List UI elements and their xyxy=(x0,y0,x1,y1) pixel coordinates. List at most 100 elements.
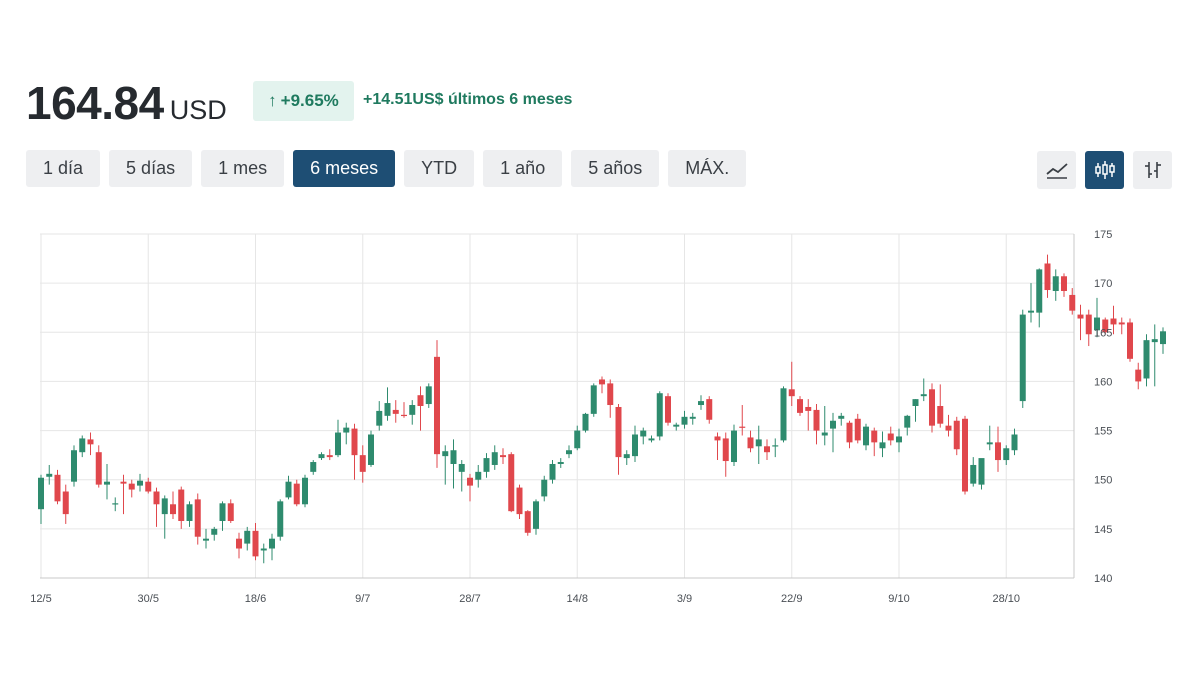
candle-body xyxy=(128,483,135,490)
candle-body xyxy=(1094,317,1100,331)
candle-body xyxy=(1143,340,1150,379)
candle-body xyxy=(145,481,152,492)
y-tick-label: 145 xyxy=(1094,524,1112,536)
candlestick-button[interactable] xyxy=(1085,151,1124,189)
candle-body xyxy=(896,436,902,443)
candle-body xyxy=(574,430,581,449)
candle-body xyxy=(656,393,663,437)
candle-body xyxy=(995,442,1001,461)
range-button-0[interactable]: 1 día xyxy=(26,150,101,187)
candle-body xyxy=(1110,318,1117,325)
x-tick-label: 12/5 xyxy=(30,593,51,605)
candle-body xyxy=(879,442,886,449)
range-button-3[interactable]: 6 meses xyxy=(293,150,396,187)
candle-body xyxy=(780,388,787,441)
candle-body xyxy=(79,438,86,453)
candle-body xyxy=(475,471,482,480)
candle-body xyxy=(442,451,449,457)
candle-body xyxy=(838,415,845,419)
candle-body xyxy=(260,548,267,551)
candle-body xyxy=(500,455,506,458)
range-button-2[interactable]: 1 mes xyxy=(201,150,285,187)
candle-body xyxy=(706,399,713,420)
candle-body xyxy=(458,463,465,472)
candle-body xyxy=(714,436,721,441)
candle-body xyxy=(549,463,556,480)
candle-body xyxy=(772,445,779,447)
candle-body xyxy=(541,479,548,497)
y-tick-label: 170 xyxy=(1094,278,1112,290)
x-tick-label: 18/6 xyxy=(245,593,266,605)
candle-body xyxy=(1102,319,1109,333)
candle-body xyxy=(285,481,292,498)
candle-body xyxy=(582,413,589,431)
x-tick-label: 28/7 xyxy=(459,593,480,605)
candle-body xyxy=(244,530,251,544)
arrow-up-icon: ↑ xyxy=(268,91,277,110)
candle-body xyxy=(62,491,69,515)
candle-body xyxy=(970,464,977,484)
y-tick-label: 155 xyxy=(1094,426,1112,438)
candle-body xyxy=(797,399,803,413)
candle-body xyxy=(104,481,110,485)
candle-body xyxy=(467,477,473,486)
current-price: 164.84 xyxy=(26,77,164,129)
candle-body xyxy=(937,406,944,424)
y-tick-label: 175 xyxy=(1094,229,1112,241)
x-tick-label: 3/9 xyxy=(677,593,692,605)
candle-body xyxy=(764,446,770,453)
candle-body xyxy=(161,498,168,515)
candle-body xyxy=(524,511,531,533)
candle-body xyxy=(788,389,795,397)
candle-body xyxy=(1135,369,1142,382)
range-selector: 1 día 5 días 1 mes 6 meses YTD 1 año 5 años MÁX… xyxy=(26,150,747,187)
x-tick-label: 9/10 xyxy=(888,593,909,605)
candle-body xyxy=(986,442,993,445)
candle-body xyxy=(219,503,226,521)
candle-body xyxy=(211,528,218,535)
candle-body xyxy=(194,499,201,537)
range-button-5[interactable]: 1 año xyxy=(483,150,563,187)
y-tick-label: 150 xyxy=(1094,475,1112,487)
candle-body xyxy=(178,489,185,521)
candle-body xyxy=(1011,434,1018,451)
x-tick-label: 22/9 xyxy=(781,593,802,605)
candle-body xyxy=(38,477,44,510)
candle-body xyxy=(483,458,490,472)
range-button-6[interactable]: 5 años xyxy=(571,150,660,187)
candle-body xyxy=(335,432,341,456)
candle-body xyxy=(912,399,919,406)
candle-body xyxy=(54,474,61,502)
ohlc-bars-button[interactable] xyxy=(1133,151,1172,189)
candlestick-chart[interactable]: 175 170 165 160 155 150 145 140 12/5 30/5 18/6 9/7… xyxy=(0,225,1200,615)
candle-body xyxy=(978,458,985,485)
candle-body xyxy=(755,439,762,447)
candle-body xyxy=(813,409,820,431)
y-axis-labels: 175 170 165 160 155 150 145 140 xyxy=(1094,229,1112,585)
candle-body xyxy=(326,455,333,458)
candle-body xyxy=(607,383,614,406)
range-button-7[interactable]: MÁX. xyxy=(668,150,747,187)
candle-body xyxy=(252,530,259,557)
line-chart-button[interactable] xyxy=(1037,151,1076,189)
candle-body xyxy=(599,379,605,385)
candle-body xyxy=(1118,322,1125,325)
change-summary: +14.51US$ últimos 6 meses xyxy=(363,91,573,108)
candle-body xyxy=(1077,314,1084,319)
candles xyxy=(38,254,1166,564)
candle-body xyxy=(962,418,968,492)
candle-body xyxy=(71,450,77,482)
candle-body xyxy=(1127,322,1133,359)
candle-body xyxy=(557,462,564,464)
candle-body xyxy=(310,462,317,472)
candle-body xyxy=(434,356,440,455)
range-button-1[interactable]: 5 días xyxy=(109,150,193,187)
candle-body xyxy=(640,430,647,437)
candle-body xyxy=(227,503,234,521)
y-tick-label: 140 xyxy=(1094,573,1112,585)
range-button-4[interactable]: YTD xyxy=(404,150,475,187)
candle-body xyxy=(533,501,539,529)
candle-body xyxy=(623,454,630,459)
candle-body xyxy=(945,425,952,431)
candle-body xyxy=(401,414,407,417)
